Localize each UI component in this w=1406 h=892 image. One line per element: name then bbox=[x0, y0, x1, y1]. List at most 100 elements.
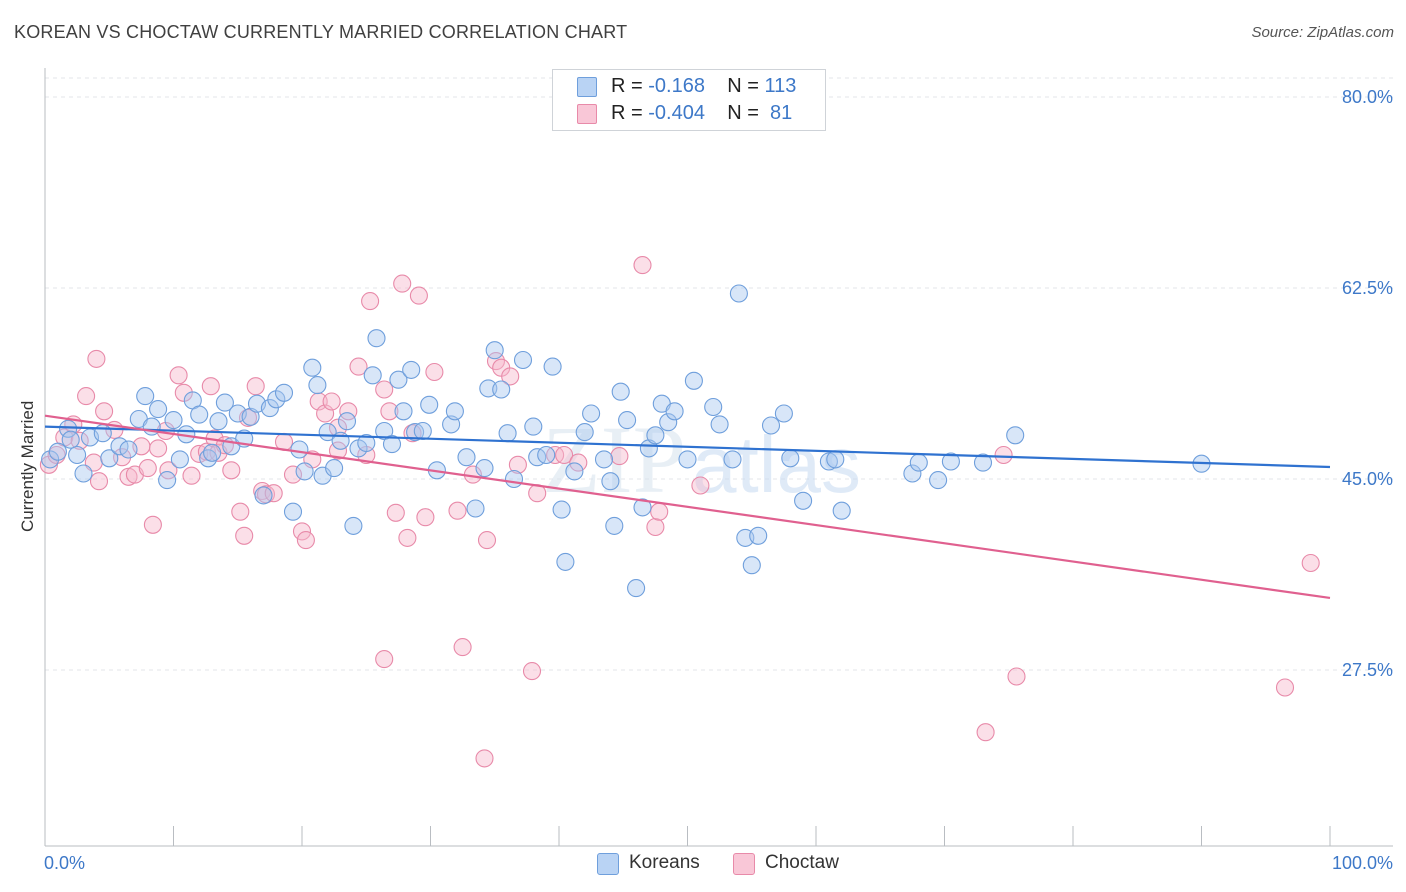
choctaw-point bbox=[292, 522, 312, 541]
koreans-point bbox=[170, 450, 189, 469]
choctaw-point bbox=[475, 749, 494, 768]
choctaw-point bbox=[386, 503, 405, 522]
koreans-point bbox=[684, 371, 703, 390]
koreans-point bbox=[832, 501, 851, 520]
koreans-point bbox=[149, 400, 168, 419]
x-tick-label: 0.0% bbox=[44, 853, 85, 873]
legend-n-value-choctaw: 81 bbox=[764, 102, 793, 124]
x-tick-label: 100.0% bbox=[1332, 853, 1393, 873]
koreans-point bbox=[274, 383, 294, 402]
koreans-point bbox=[267, 390, 286, 409]
koreans-legend-swatch bbox=[597, 853, 619, 875]
choctaw-point bbox=[77, 387, 96, 406]
choctaw-point bbox=[95, 402, 114, 421]
koreans-point bbox=[611, 382, 630, 401]
koreans-legend-label: Koreans bbox=[629, 852, 700, 873]
choctaw-point bbox=[1007, 667, 1026, 686]
koreans-point bbox=[601, 472, 620, 491]
koreans-point bbox=[929, 471, 948, 490]
koreans-point bbox=[826, 450, 845, 469]
koreans-point bbox=[552, 500, 571, 519]
koreans-point bbox=[466, 499, 485, 518]
choctaw-point bbox=[375, 380, 394, 399]
choctaw-point bbox=[508, 455, 527, 474]
koreans-point bbox=[100, 449, 119, 468]
koreans-point bbox=[678, 450, 697, 469]
koreans-point bbox=[492, 380, 511, 399]
koreans-swatch bbox=[577, 77, 597, 97]
koreans-point bbox=[794, 491, 813, 510]
choctaw-point bbox=[646, 517, 665, 537]
koreans-point bbox=[375, 421, 394, 441]
choctaw-point bbox=[231, 502, 250, 521]
choctaw-legend-label: Choctaw bbox=[765, 852, 839, 873]
choctaw-point bbox=[149, 439, 168, 458]
choctaw-point bbox=[393, 274, 412, 293]
legend-row-choctaw: R = -0.404 N = 81 bbox=[577, 102, 792, 126]
koreans-point bbox=[704, 397, 723, 417]
koreans-point bbox=[389, 370, 408, 389]
koreans-point bbox=[290, 440, 309, 459]
koreans-point bbox=[781, 449, 800, 468]
koreans-point bbox=[618, 411, 637, 430]
koreans-point bbox=[1006, 426, 1025, 445]
koreans-point bbox=[61, 430, 80, 449]
koreans-point bbox=[659, 413, 678, 432]
koreans-point bbox=[241, 407, 260, 426]
koreans-point bbox=[215, 393, 234, 412]
koreans-point bbox=[382, 435, 402, 454]
koreans-point bbox=[357, 433, 376, 453]
choctaw-point bbox=[1301, 553, 1320, 573]
legend-r-value-koreans: -0.168 bbox=[648, 75, 705, 97]
legend-r-label: R = bbox=[611, 102, 649, 124]
koreans-point bbox=[582, 404, 601, 423]
koreans-point bbox=[475, 459, 494, 478]
choctaw-point bbox=[477, 531, 497, 550]
choctaw-point bbox=[235, 526, 254, 545]
choctaw-point bbox=[89, 472, 109, 491]
choctaw-point bbox=[453, 638, 472, 657]
choctaw-point bbox=[1275, 678, 1295, 697]
koreans-point bbox=[308, 376, 327, 395]
koreans-point bbox=[59, 419, 78, 438]
choctaw-point bbox=[246, 377, 265, 396]
koreans-points bbox=[41, 284, 1211, 598]
koreans-point bbox=[254, 486, 273, 505]
choctaw-swatch bbox=[577, 104, 597, 124]
choctaw-point bbox=[201, 377, 220, 396]
koreans-point bbox=[203, 443, 222, 462]
koreans-trend-line bbox=[44, 425, 1331, 469]
legend-row-koreans: R = -0.168 N = 113 bbox=[577, 75, 796, 99]
choctaw-point bbox=[339, 402, 358, 421]
koreans-point bbox=[633, 498, 652, 517]
choctaw-point bbox=[398, 528, 417, 547]
choctaw-point bbox=[169, 366, 188, 385]
koreans-point bbox=[627, 579, 646, 598]
choctaw-point bbox=[283, 465, 303, 484]
choctaw-point bbox=[159, 461, 178, 480]
choctaw-point bbox=[138, 459, 157, 478]
choctaw-point bbox=[425, 362, 444, 382]
choctaw-point bbox=[322, 392, 341, 411]
koreans-point bbox=[337, 412, 357, 431]
choctaw-point bbox=[409, 286, 428, 305]
grid-lines bbox=[45, 77, 1393, 671]
choctaw-point bbox=[222, 461, 241, 480]
koreans-point bbox=[973, 453, 993, 472]
koreans-point bbox=[283, 502, 303, 521]
koreans-point bbox=[295, 462, 314, 481]
choctaw-point bbox=[375, 650, 394, 669]
watermark-atlas: atlas bbox=[692, 420, 861, 509]
y-tick-label: 27.5% bbox=[1342, 660, 1393, 680]
koreans-point bbox=[575, 423, 594, 442]
koreans-point bbox=[74, 464, 93, 483]
chart-title: KOREAN VS CHOCTAW CURRENTLY MARRIED CORR… bbox=[14, 22, 628, 42]
koreans-point bbox=[537, 445, 556, 465]
koreans-point bbox=[68, 445, 87, 465]
koreans-point bbox=[394, 402, 413, 421]
koreans-point bbox=[479, 379, 498, 398]
koreans-point bbox=[457, 448, 476, 467]
stats-legend: R = -0.168 N = 113 R = -0.404 N = 81 bbox=[552, 69, 826, 131]
koreans-point bbox=[723, 450, 742, 469]
